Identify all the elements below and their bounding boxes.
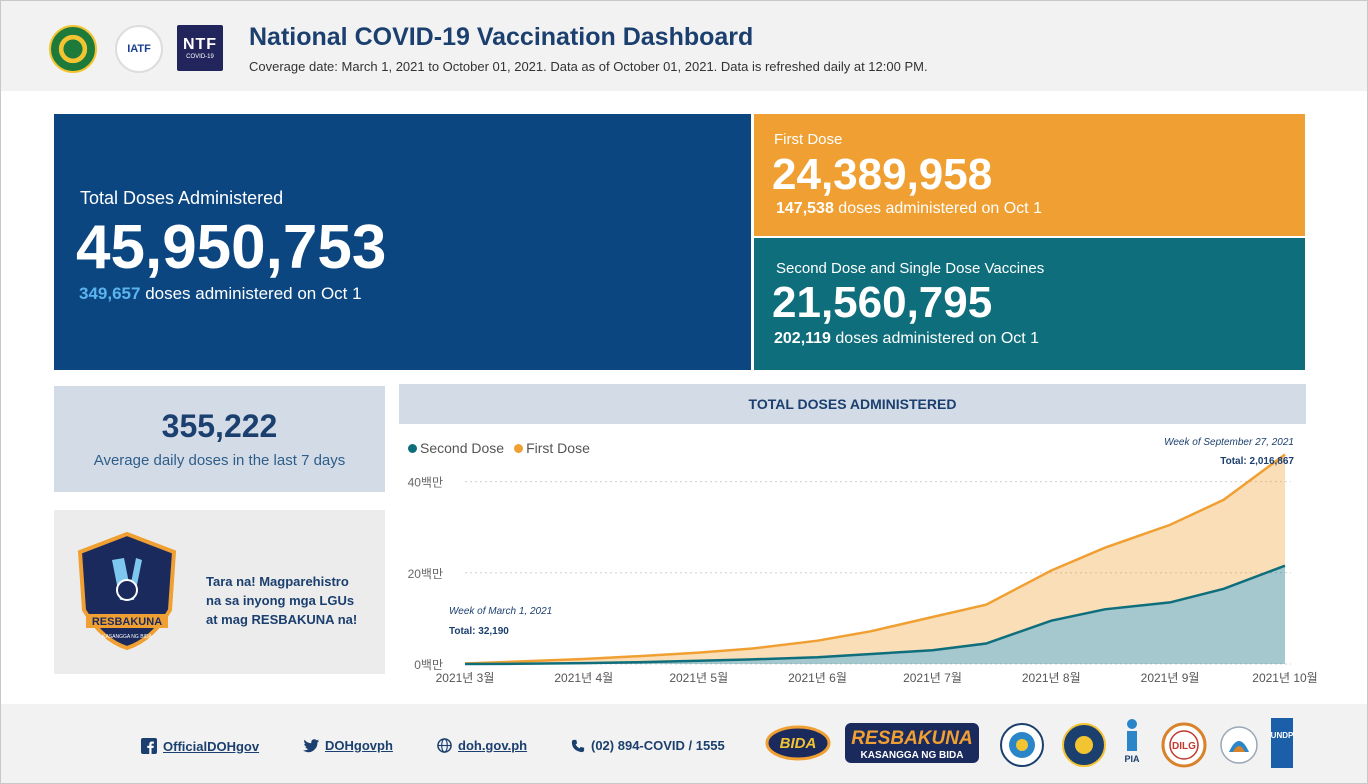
legend-item-first-dose[interactable]: First Dose — [514, 440, 590, 456]
x-tick-label: 2021년 3월 — [436, 671, 495, 685]
total-doses-daily-count: 349,657 — [79, 284, 141, 303]
y-tick-label: 40백만 — [408, 476, 443, 490]
second-dose-daily-suffix: doses administered on Oct 1 — [835, 330, 1040, 347]
second-dose-daily-count: 202,119 — [774, 330, 831, 347]
annotation-end-week: Week of September 27, 2021 — [1164, 437, 1294, 448]
average-daily-card: 355,222 Average daily doses in the last … — [54, 386, 385, 492]
total-doses-area-chart[interactable]: 0백만 20백만 40백만 2021년 3월 2021년 4월 2021년 5월 2021년… — [399, 428, 1329, 692]
total-doses-card: Total Doses Administered 45,950,753 349,… — [54, 114, 751, 370]
y-tick-label: 0백만 — [414, 658, 443, 672]
twitter-icon — [303, 738, 319, 752]
hotline-number: (02) 894-COVID / 1555 — [591, 738, 725, 753]
x-tick-label: 2021년 4월 — [554, 671, 613, 685]
first-dose-value: 24,389,958 — [772, 150, 993, 199]
first-dose-daily: 147,538 doses administered on Oct 1 — [776, 200, 1042, 218]
line-second-dose — [464, 564, 1286, 666]
bida-logo: BIDA — [765, 725, 831, 761]
promo-message: Tara na! Magparehistro na sa inyong mga … — [206, 572, 357, 629]
x-tick-label: 2021년 8월 — [1022, 671, 1081, 685]
twitter-link[interactable]: DOHgovph — [303, 738, 393, 753]
first-dose-daily-count: 147,538 — [776, 200, 834, 217]
resbakuna-badge-sub: KASANGGA NG BIDA — [102, 634, 152, 640]
first-dose-daily-suffix: doses administered on Oct 1 — [838, 200, 1042, 217]
x-tick-label: 2021년 6월 — [788, 671, 847, 685]
iatf-logo: IATF — [115, 25, 163, 73]
resbakuna-badge-text: RESBAKUNA — [92, 616, 162, 628]
iatf-logo-text: IATF — [127, 43, 151, 55]
hotline: (02) 894-COVID / 1555 — [571, 738, 725, 753]
second-dose-card: Second Dose and Single Dose Vaccines 21,… — [754, 238, 1305, 370]
total-doses-value: 45,950,753 — [76, 213, 387, 282]
x-tick-label: 2021년 10월 — [1252, 671, 1317, 685]
legend-dot-second-dose — [408, 443, 417, 453]
promo-line-1: Tara na! Magparehistro — [206, 574, 349, 589]
pia-logo-text: PIA — [1124, 754, 1140, 764]
header: IATF NTF COVID-19 National COVID-19 Vacc… — [1, 1, 1367, 91]
legend-label-first-dose: First Dose — [526, 440, 590, 456]
website-url: doh.gov.ph — [458, 738, 528, 753]
seal-logo-3 — [1220, 726, 1258, 764]
resbakuna-logo: RESBAKUNA KASANGGA NG BIDA — [845, 723, 979, 763]
legend-label-second-dose: Second Dose — [420, 440, 505, 456]
seal-logo-1 — [1000, 723, 1044, 767]
phone-icon — [571, 739, 585, 752]
area-second-dose — [465, 565, 1285, 664]
ntf-logo-text: NTF — [182, 36, 218, 53]
total-doses-daily: 349,657 doses administered on Oct 1 — [79, 284, 362, 304]
page-title: National COVID-19 Vaccination Dashboard — [249, 23, 754, 51]
pia-logo: PIA — [1124, 719, 1140, 764]
bida-logo-text: BIDA — [780, 735, 817, 752]
coverage-subtitle: Coverage date: March 1, 2021 to October … — [249, 59, 928, 74]
promo-line-3: at mag RESBAKUNA na! — [206, 612, 358, 627]
line-first-dose — [464, 453, 1286, 665]
ntf-logo: NTF COVID-19 — [177, 25, 223, 71]
ntf-logo-sub: COVID-19 — [186, 54, 214, 60]
chart-title: TOTAL DOSES ADMINISTERED — [399, 384, 1306, 424]
legend-item-second-dose[interactable]: Second Dose — [408, 440, 504, 456]
dilg-logo-text: DILG — [1172, 741, 1196, 752]
resbakuna-logo-text: RESBAKUNA — [851, 728, 972, 749]
average-daily-value: 355,222 — [161, 408, 278, 444]
x-tick-label: 2021년 9월 — [1141, 671, 1200, 685]
facebook-icon — [141, 738, 157, 754]
second-dose-label: Second Dose and Single Dose Vaccines — [776, 260, 1045, 277]
annotation-end-total: Total: 2,016,867 — [1220, 456, 1294, 467]
annotation-start-total: Total: 32,190 — [449, 626, 509, 637]
resbakuna-logo-sub: KASANGGA NG BIDA — [861, 750, 964, 761]
total-doses-daily-suffix: doses administered on Oct 1 — [145, 284, 362, 303]
area-first-dose — [465, 454, 1285, 664]
seal-logo-2 — [1062, 723, 1106, 767]
first-dose-label: First Dose — [774, 131, 843, 148]
x-tick-label: 2021년 5월 — [669, 671, 728, 685]
doh-seal-logo — [49, 25, 97, 73]
dilg-logo: DILG — [1161, 722, 1207, 768]
second-dose-value: 21,560,795 — [772, 278, 993, 327]
footer: OfficialDOHgov DOHgovph doh.gov.ph (02) … — [1, 704, 1367, 783]
chart-legend: Second Dose First Dose — [408, 440, 590, 456]
undp-logo-text: UNDP — [1271, 731, 1293, 740]
y-tick-label: 20백만 — [408, 567, 443, 581]
legend-dot-first-dose — [514, 443, 524, 453]
annotation-start-week: Week of March 1, 2021 — [449, 606, 552, 617]
x-tick-label: 2021년 7월 — [903, 671, 962, 685]
average-daily-label: Average daily doses in the last 7 days — [93, 452, 346, 469]
second-dose-daily: 202,119 doses administered on Oct 1 — [774, 330, 1039, 348]
facebook-handle: OfficialDOHgov — [163, 738, 260, 754]
resbakuna-badge-icon: RESBAKUNA KASANGGA NG BIDA — [77, 531, 177, 651]
twitter-handle: DOHgovph — [325, 738, 393, 753]
undp-logo: UNDP — [1271, 718, 1293, 768]
first-dose-card: First Dose 24,389,958 147,538 doses admi… — [754, 114, 1305, 236]
resbakuna-promo: RESBAKUNA KASANGGA NG BIDA Tara na! Magp… — [54, 510, 385, 674]
globe-icon — [437, 738, 452, 753]
total-doses-label: Total Doses Administered — [80, 188, 284, 208]
facebook-link[interactable]: OfficialDOHgov — [141, 738, 259, 754]
website-link[interactable]: doh.gov.ph — [437, 738, 527, 753]
promo-line-2: na sa inyong mga LGUs — [206, 593, 355, 608]
